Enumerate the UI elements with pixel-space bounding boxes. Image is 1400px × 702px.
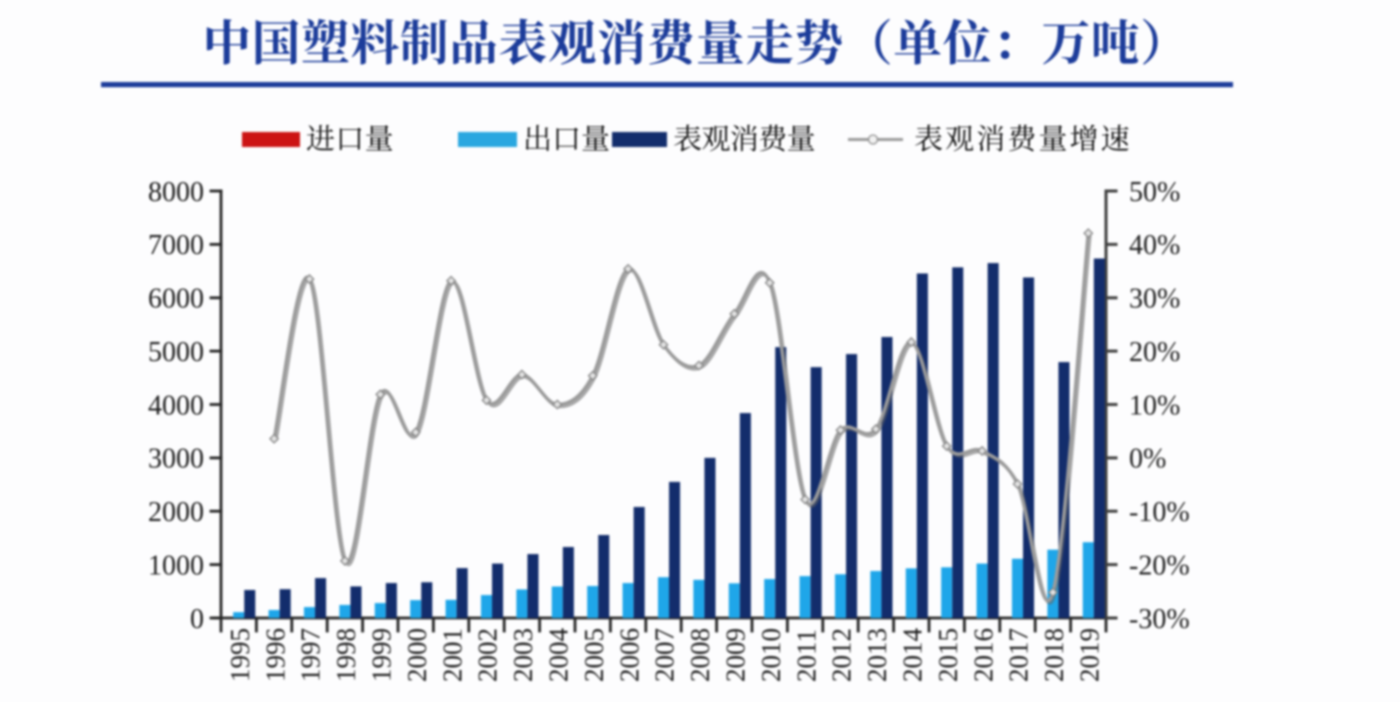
svg-text:2008: 2008 xyxy=(685,628,715,682)
svg-text:-20%: -20% xyxy=(1129,550,1190,581)
svg-text:20%: 20% xyxy=(1129,337,1180,368)
svg-text:2018: 2018 xyxy=(1039,628,1069,682)
svg-text:2017: 2017 xyxy=(1004,628,1034,682)
svg-text:7000: 7000 xyxy=(148,230,204,261)
svg-text:0: 0 xyxy=(190,604,204,635)
svg-text:2019: 2019 xyxy=(1075,628,1105,682)
svg-text:4000: 4000 xyxy=(148,390,204,421)
svg-text:2013: 2013 xyxy=(862,628,892,682)
svg-text:2011: 2011 xyxy=(791,629,821,682)
svg-text:1997: 1997 xyxy=(296,628,326,682)
svg-text:3000: 3000 xyxy=(148,444,204,475)
svg-text:2006: 2006 xyxy=(614,628,644,682)
svg-text:2003: 2003 xyxy=(508,628,538,682)
svg-text:2012: 2012 xyxy=(827,628,857,682)
svg-text:10%: 10% xyxy=(1129,390,1180,421)
svg-text:2016: 2016 xyxy=(968,628,998,682)
svg-text:5000: 5000 xyxy=(148,337,204,368)
svg-text:40%: 40% xyxy=(1129,230,1180,261)
svg-text:-10%: -10% xyxy=(1129,497,1190,528)
svg-text:2007: 2007 xyxy=(650,628,680,682)
svg-text:8000: 8000 xyxy=(148,177,204,208)
svg-text:2000: 2000 xyxy=(148,497,204,528)
svg-text:2005: 2005 xyxy=(579,628,609,682)
svg-text:2010: 2010 xyxy=(756,628,786,682)
svg-text:2015: 2015 xyxy=(933,628,963,682)
svg-text:2014: 2014 xyxy=(898,628,928,683)
svg-text:0%: 0% xyxy=(1129,444,1166,475)
svg-text:1995: 1995 xyxy=(225,628,255,682)
svg-text:1996: 1996 xyxy=(260,628,290,682)
svg-text:30%: 30% xyxy=(1129,284,1180,315)
svg-text:2002: 2002 xyxy=(473,628,503,682)
svg-text:2004: 2004 xyxy=(544,628,574,683)
svg-text:-30%: -30% xyxy=(1129,604,1190,635)
svg-text:1999: 1999 xyxy=(367,628,397,682)
svg-text:2009: 2009 xyxy=(721,628,751,682)
svg-text:2000: 2000 xyxy=(402,628,432,682)
svg-text:2001: 2001 xyxy=(437,628,467,682)
svg-text:50%: 50% xyxy=(1129,177,1180,208)
svg-text:1000: 1000 xyxy=(148,550,204,581)
svg-text:1998: 1998 xyxy=(331,628,361,682)
svg-text:6000: 6000 xyxy=(148,284,204,315)
